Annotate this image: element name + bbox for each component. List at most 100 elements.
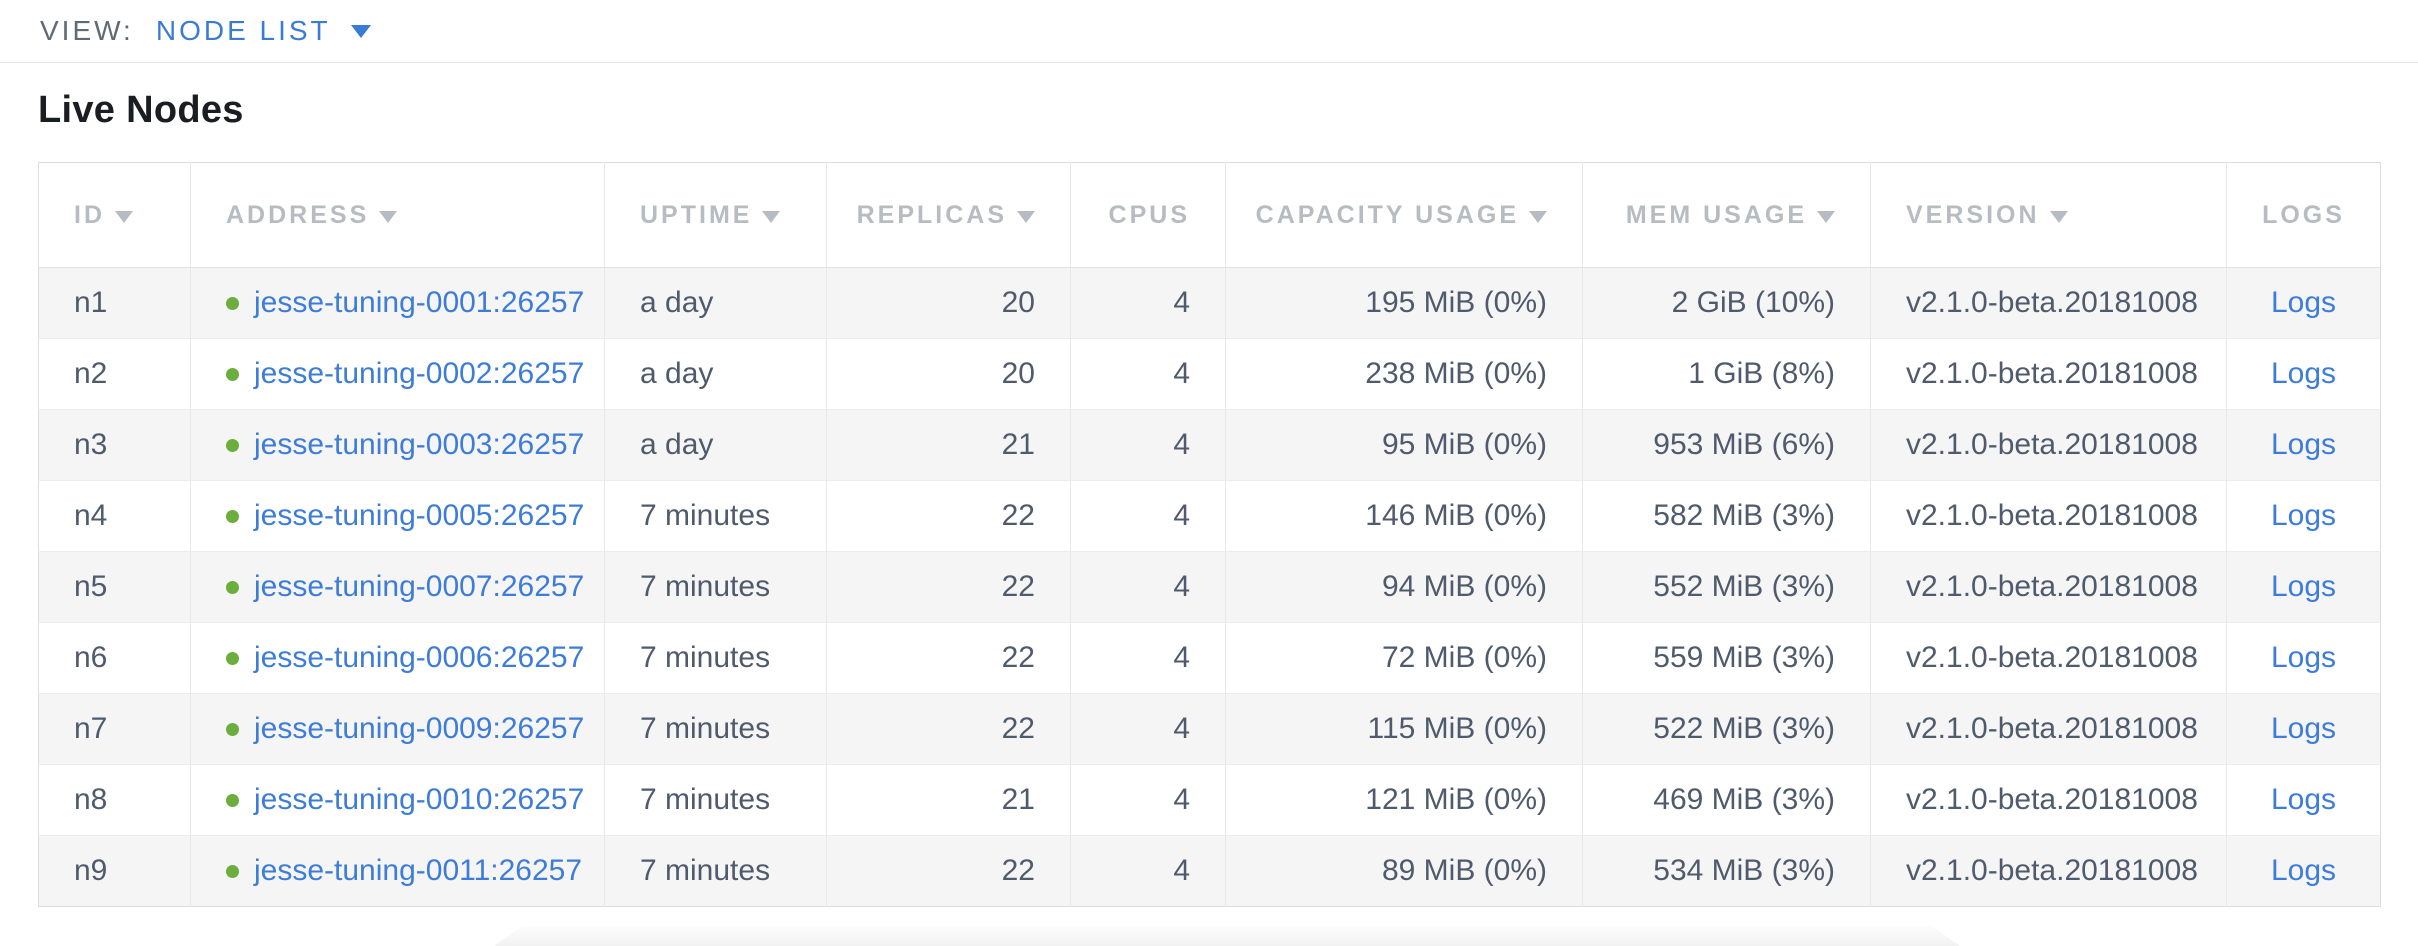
cpus-cell: 4: [1070, 693, 1226, 765]
column-header-label: ID: [74, 200, 105, 229]
version-cell: v2.1.0-beta.20181008: [1870, 764, 2227, 836]
capacity_usage-cell: 72 MiB (0%): [1225, 622, 1583, 694]
capacity_usage-cell: 195 MiB (0%): [1225, 267, 1583, 339]
column-header-mem_usage[interactable]: MEM USAGE: [1582, 162, 1871, 268]
column-header-label: ADDRESS: [226, 200, 370, 229]
node-row-n6: n6 jesse-tuning-0006:26257 7 minutes 22 4 72 …: [38, 622, 2381, 694]
column-header-label: VERSION: [1906, 200, 2040, 229]
replicas-cell: 22: [826, 480, 1071, 552]
id-cell: n6: [38, 622, 191, 694]
replicas-cell: 22: [826, 622, 1071, 694]
logs-link[interactable]: Logs: [2270, 783, 2337, 816]
mem_usage-cell: 534 MiB (3%): [1582, 835, 1871, 907]
node-address-link[interactable]: jesse-tuning-0011:26257: [254, 854, 583, 887]
table-header-row: ID ADDRESS UPTIME REPLICAS CPUS CAPACITY USAG…: [38, 162, 2381, 268]
node-row-n2: n2 jesse-tuning-0002:26257 a day 20 4 238 MiB…: [38, 338, 2381, 410]
capacity_usage-cell: 115 MiB (0%): [1225, 693, 1583, 765]
sort-descending-icon: [1017, 210, 1035, 223]
id-cell: n8: [38, 764, 191, 836]
address-cell: jesse-tuning-0005:26257: [190, 480, 605, 552]
logs-link[interactable]: Logs: [2270, 641, 2337, 674]
logs-link[interactable]: Logs: [2270, 286, 2337, 319]
uptime-cell: 7 minutes: [604, 551, 827, 623]
replicas-cell: 21: [826, 409, 1071, 481]
node-address-link[interactable]: jesse-tuning-0005:26257: [254, 499, 585, 532]
node-row-n5: n5 jesse-tuning-0007:26257 7 minutes 22 4 94 …: [38, 551, 2381, 623]
address-cell: jesse-tuning-0007:26257: [190, 551, 605, 623]
node-address-link[interactable]: jesse-tuning-0002:26257: [254, 357, 585, 390]
capacity_usage-cell: 238 MiB (0%): [1225, 338, 1583, 410]
chevron-down-icon: [350, 24, 371, 38]
sort-descending-icon: [2049, 210, 2068, 223]
uptime-cell: 7 minutes: [604, 693, 827, 765]
logs-cell: Logs: [2226, 267, 2381, 339]
version-cell: v2.1.0-beta.20181008: [1870, 338, 2227, 410]
replicas-cell: 20: [826, 338, 1071, 410]
version-cell: v2.1.0-beta.20181008: [1870, 622, 2227, 694]
node-address-link[interactable]: jesse-tuning-0010:26257: [254, 783, 585, 816]
capacity_usage-cell: 121 MiB (0%): [1225, 764, 1583, 836]
view-selector-dropdown[interactable]: NODE LIST: [156, 15, 371, 47]
version-cell: v2.1.0-beta.20181008: [1870, 480, 2227, 552]
column-header-uptime[interactable]: UPTIME: [604, 162, 827, 268]
column-header-cpus: CPUS: [1070, 162, 1226, 268]
live-nodes-table-card: ID ADDRESS UPTIME REPLICAS CPUS CAPACITY USAG…: [38, 162, 2381, 907]
live-status-dot-icon: [226, 794, 239, 807]
logs-link[interactable]: Logs: [2270, 428, 2337, 461]
address-cell: jesse-tuning-0011:26257: [190, 835, 605, 907]
logs-cell: Logs: [2226, 835, 2381, 907]
column-header-label: UPTIME: [640, 200, 753, 229]
uptime-cell: 7 minutes: [604, 622, 827, 694]
logs-link[interactable]: Logs: [2270, 357, 2337, 390]
replicas-cell: 22: [826, 551, 1071, 623]
sort-descending-icon: [762, 210, 781, 223]
column-header-label: CPUS: [1108, 200, 1190, 229]
address-cell: jesse-tuning-0003:26257: [190, 409, 605, 481]
column-header-label: LOGS: [2262, 200, 2345, 229]
view-label: VIEW:: [40, 15, 134, 46]
view-selected-value: NODE LIST: [155, 15, 331, 46]
uptime-cell: 7 minutes: [604, 835, 827, 907]
column-header-capacity_usage[interactable]: CAPACITY USAGE: [1225, 162, 1583, 268]
replicas-cell: 22: [826, 835, 1071, 907]
logs-link[interactable]: Logs: [2270, 499, 2337, 532]
node-address-link[interactable]: jesse-tuning-0003:26257: [254, 428, 585, 461]
id-cell: n7: [38, 693, 191, 765]
capacity_usage-cell: 146 MiB (0%): [1225, 480, 1583, 552]
column-header-id[interactable]: ID: [38, 162, 191, 268]
node-address-link[interactable]: jesse-tuning-0007:26257: [254, 570, 585, 603]
logs-link[interactable]: Logs: [2270, 712, 2337, 745]
sort-descending-icon: [1817, 210, 1835, 223]
column-header-replicas[interactable]: REPLICAS: [826, 162, 1071, 268]
version-cell: v2.1.0-beta.20181008: [1870, 835, 2227, 907]
version-cell: v2.1.0-beta.20181008: [1870, 409, 2227, 481]
address-cell: jesse-tuning-0002:26257: [190, 338, 605, 410]
column-header-address[interactable]: ADDRESS: [190, 162, 605, 268]
logs-cell: Logs: [2226, 338, 2381, 410]
node-address-link[interactable]: jesse-tuning-0006:26257: [254, 641, 585, 674]
mem_usage-cell: 1 GiB (8%): [1582, 338, 1871, 410]
node-row-n7: n7 jesse-tuning-0009:26257 7 minutes 22 4 115…: [38, 693, 2381, 765]
column-header-version[interactable]: VERSION: [1870, 162, 2227, 268]
live-status-dot-icon: [226, 439, 239, 452]
uptime-cell: 7 minutes: [604, 764, 827, 836]
id-cell: n1: [38, 267, 191, 339]
address-cell: jesse-tuning-0010:26257: [190, 764, 605, 836]
node-row-n1: n1 jesse-tuning-0001:26257 a day 20 4 195 MiB…: [38, 267, 2381, 339]
logs-link[interactable]: Logs: [2270, 854, 2337, 887]
logs-cell: Logs: [2226, 693, 2381, 765]
node-address-link[interactable]: jesse-tuning-0009:26257: [254, 712, 585, 745]
cpus-cell: 4: [1070, 764, 1226, 836]
logs-cell: Logs: [2226, 409, 2381, 481]
id-cell: n9: [38, 835, 191, 907]
replicas-cell: 22: [826, 693, 1071, 765]
node-row-n3: n3 jesse-tuning-0003:26257 a day 21 4 95 MiB …: [38, 409, 2381, 481]
live-status-dot-icon: [226, 581, 239, 594]
uptime-cell: a day: [604, 338, 827, 410]
logs-link[interactable]: Logs: [2270, 570, 2337, 603]
version-cell: v2.1.0-beta.20181008: [1870, 551, 2227, 623]
version-cell: v2.1.0-beta.20181008: [1870, 693, 2227, 765]
node-row-n8: n8 jesse-tuning-0010:26257 7 minutes 21 4 121…: [38, 764, 2381, 836]
node-address-link[interactable]: jesse-tuning-0001:26257: [254, 286, 585, 319]
live-status-dot-icon: [226, 297, 239, 310]
